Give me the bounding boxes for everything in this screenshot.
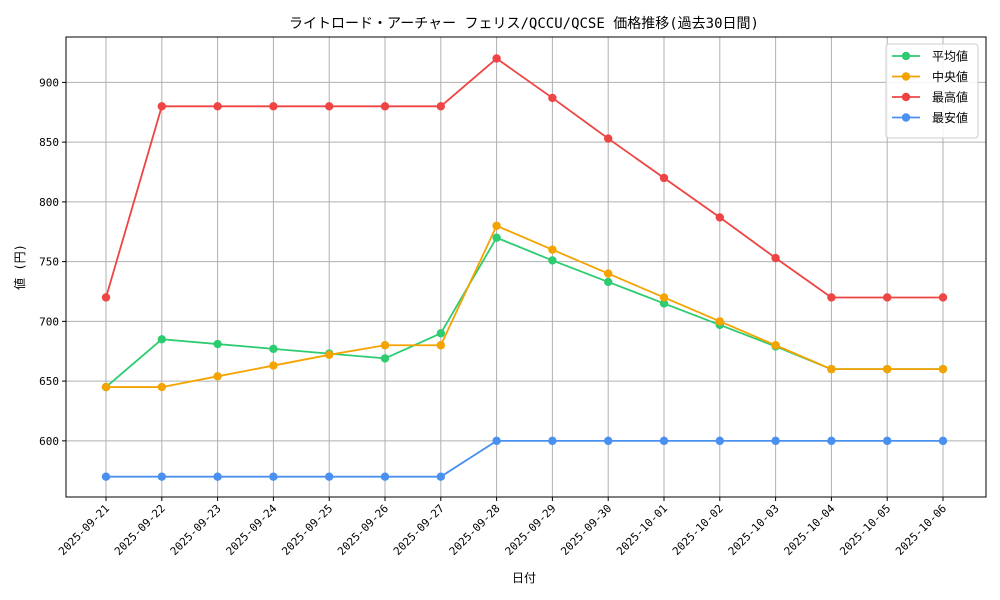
data-point [771,253,780,263]
data-point [380,472,390,481]
data-series [101,54,948,481]
data-point [436,341,445,350]
legend-label: 最安値 [932,110,968,125]
data-point [715,317,724,326]
data-point [604,436,613,446]
data-point [269,102,278,111]
data-point [325,472,334,481]
data-point [325,102,334,111]
data-point [101,382,111,392]
data-point [436,102,445,111]
data-point [325,350,334,360]
data-point [883,293,892,302]
data-point [883,364,892,374]
y-axis-title: 値 (円) [12,244,27,290]
legend-marker [901,51,911,61]
grid-lines [66,37,986,497]
legend-marker [901,113,911,122]
data-point [269,472,278,481]
legend-label: 中央値 [932,69,968,84]
data-point [548,245,557,254]
data-point [604,277,613,287]
data-point [604,269,613,278]
plot-area-frame [65,36,987,498]
legend-label: 平均値 [932,49,968,64]
series-line [106,439,943,478]
y-tick-label: 900 [39,76,59,89]
data-point [157,335,166,344]
legend-box [885,43,979,139]
data-point [213,102,222,111]
series-line [106,224,943,388]
data-point [213,372,222,381]
data-point [380,341,390,350]
data-point [771,341,780,350]
data-point [827,364,836,374]
y-tick-label: 600 [39,435,59,448]
data-point [659,293,669,302]
y-tick-label: 800 [39,196,59,209]
data-point [492,54,501,63]
data-point [659,299,669,308]
data-point [659,436,669,446]
data-point [492,233,501,242]
data-point [436,472,445,481]
data-point [771,436,780,446]
y-tick-label: 700 [39,315,59,328]
data-point [380,354,390,363]
y-tick-label: 650 [39,375,59,388]
data-point [548,93,557,103]
data-point [715,213,724,222]
data-point [157,382,166,392]
x-axis-title: 日付 [512,571,536,585]
data-point [157,102,166,111]
data-point [213,339,222,349]
series-line [105,57,943,299]
data-point [101,472,111,481]
data-point [492,436,501,446]
data-point [269,344,278,354]
data-point [548,436,557,446]
data-point [659,173,669,183]
data-point [157,472,166,481]
legend-marker [901,92,911,102]
y-tick-label: 750 [39,256,59,269]
legend-label: 最高値 [932,90,968,105]
data-point [604,134,613,143]
data-point [715,436,724,446]
data-point [213,472,222,481]
legend-marker [901,72,911,81]
data-point [492,221,501,230]
y-tick-label: 850 [39,136,59,149]
data-point [436,329,445,338]
data-point [269,361,278,370]
data-point [883,436,892,446]
data-point [380,102,390,111]
data-point [938,364,948,374]
data-point [938,436,948,446]
data-point [827,293,836,302]
chart-title: ライトロード・アーチャー フェリス/QCCU/QCSE 価格推移(過去30日間) [289,16,759,32]
data-point [101,293,111,302]
data-point [548,256,557,265]
data-point [827,436,836,446]
data-point [938,293,948,302]
